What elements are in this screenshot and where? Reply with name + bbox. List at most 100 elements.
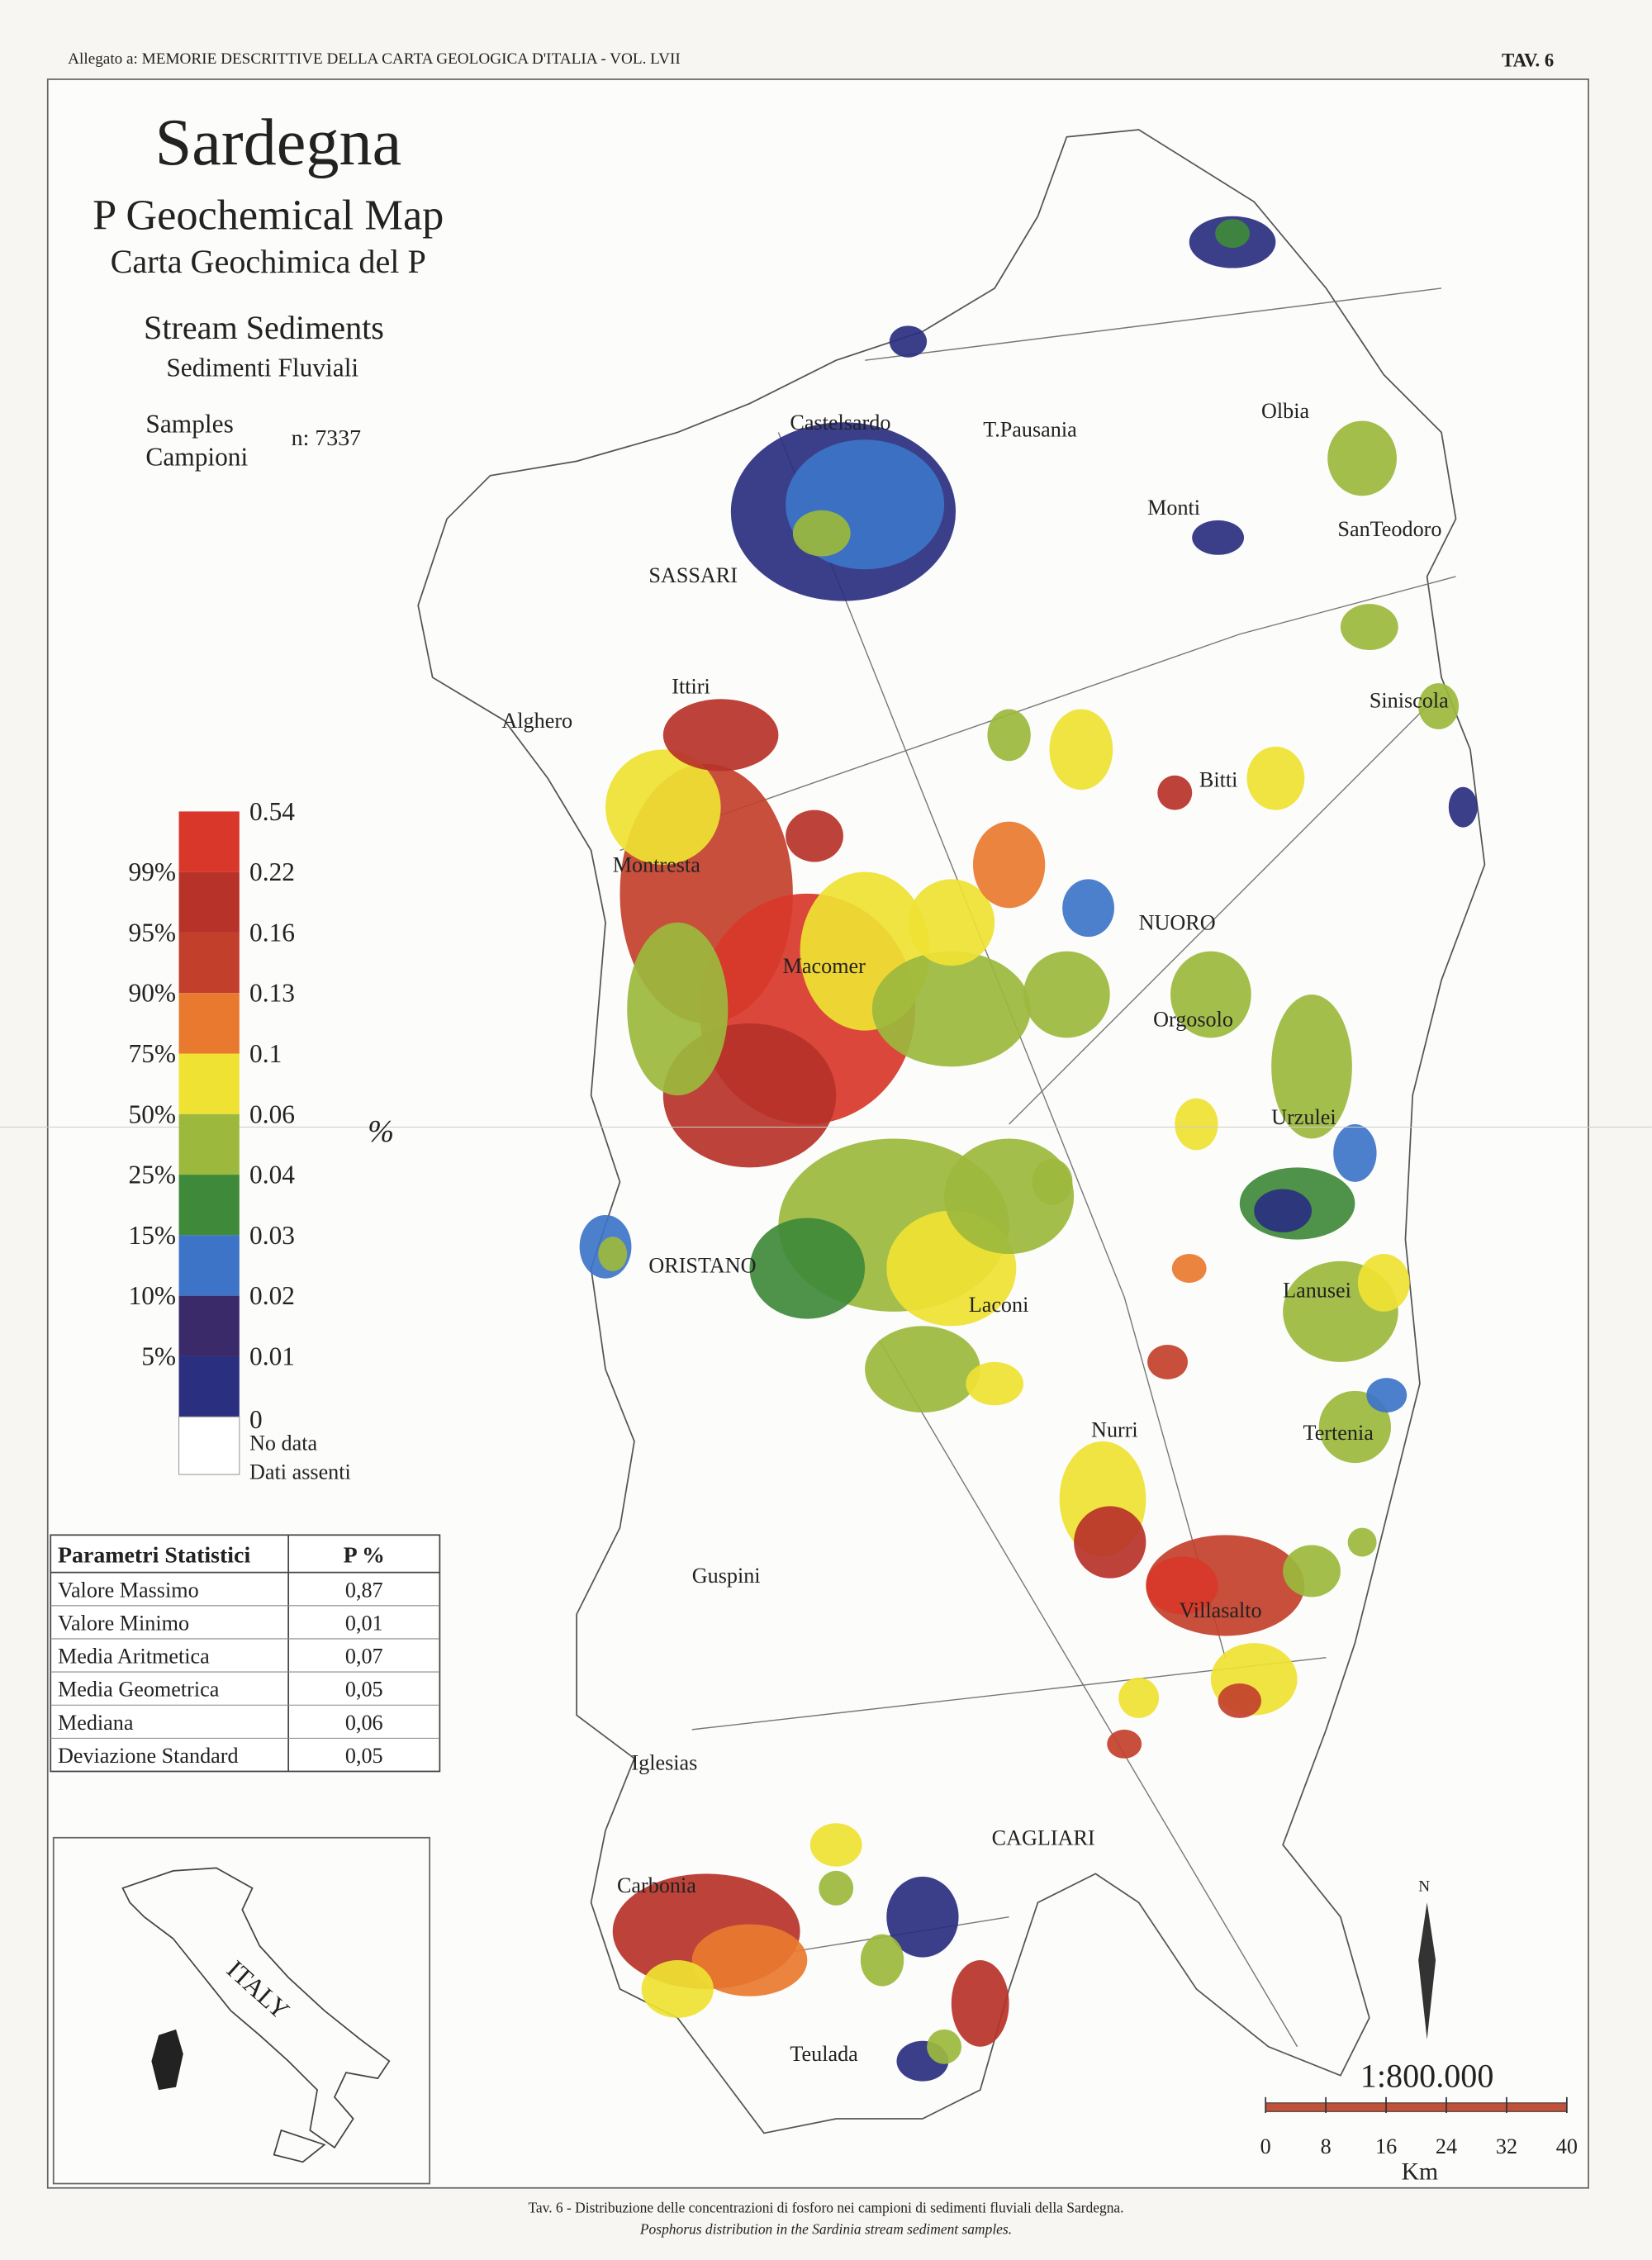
place-label: Carbonia bbox=[617, 1873, 696, 1897]
place-label: T.Pausania bbox=[983, 418, 1077, 442]
subtitle-it: Carta Geochimica del P bbox=[111, 243, 426, 280]
table-label: Mediana bbox=[58, 1711, 134, 1735]
legend-swatch bbox=[178, 871, 240, 933]
concentration-area bbox=[1147, 1344, 1188, 1379]
concentration-area bbox=[1283, 1545, 1341, 1598]
legend-unit: % bbox=[368, 1114, 394, 1149]
place-label: Lanusei bbox=[1283, 1278, 1351, 1302]
legend-value: 0.02 bbox=[249, 1281, 295, 1310]
concentration-area bbox=[598, 1237, 628, 1271]
place-label: Monti bbox=[1147, 496, 1200, 520]
concentration-area bbox=[1347, 1527, 1377, 1557]
concentration-area bbox=[1170, 951, 1251, 1038]
fault bbox=[777, 432, 1227, 1658]
place-label: CAGLIARI bbox=[992, 1826, 1095, 1849]
place-label: SanTeodoro bbox=[1337, 517, 1441, 541]
concentration-area bbox=[966, 1361, 1024, 1406]
legend-nodata-it: Dati assenti bbox=[249, 1460, 351, 1484]
legend-value: 0.13 bbox=[249, 979, 295, 1008]
stats-table: Parametri Statistici P % Valore Massimo 0,8… bbox=[50, 1534, 441, 1773]
place-label: Nurri bbox=[1091, 1418, 1138, 1442]
legend-percentile: 50% bbox=[129, 1099, 177, 1128]
concentration-area bbox=[627, 922, 729, 1096]
fault bbox=[620, 576, 1456, 852]
legend-value: 0.16 bbox=[249, 918, 295, 947]
legend-percentile: 90% bbox=[129, 979, 177, 1008]
scale-tick-label: 8 bbox=[1321, 2134, 1332, 2158]
legend-percentile: 25% bbox=[129, 1161, 177, 1189]
concentration-area bbox=[1074, 1506, 1146, 1579]
place-label: Orgosolo bbox=[1153, 1007, 1233, 1031]
place-label: NUORO bbox=[1139, 910, 1216, 934]
table-header: P % bbox=[344, 1542, 385, 1568]
concentration-area bbox=[1157, 775, 1193, 810]
table-value: 0,05 bbox=[345, 1744, 383, 1768]
table-value: 0,01 bbox=[345, 1611, 383, 1635]
sardinia-inset bbox=[151, 2029, 183, 2091]
fault bbox=[865, 287, 1442, 361]
concentration-area bbox=[1171, 1254, 1207, 1283]
legend-swatch bbox=[178, 1175, 240, 1236]
table-label: Media Aritmetica bbox=[58, 1645, 210, 1669]
concentration-area bbox=[1146, 1556, 1218, 1615]
legend-swatch bbox=[178, 1356, 240, 1417]
scale-unit: Km bbox=[1402, 2158, 1438, 2185]
inset-frame bbox=[52, 1836, 431, 2185]
scale-bar: 0 8 16 24 32 40 bbox=[1260, 2096, 1578, 2158]
table-value: 0,05 bbox=[345, 1678, 383, 1702]
concentration-area bbox=[792, 510, 851, 557]
concentration-area bbox=[1318, 1390, 1391, 1464]
concentration-area bbox=[1192, 520, 1245, 555]
concentration-area bbox=[889, 325, 928, 358]
concentration-area bbox=[1107, 1729, 1142, 1759]
concentration-area bbox=[1062, 879, 1114, 938]
concentration-area bbox=[819, 1870, 854, 1906]
caption-en: Posphorus distribution in the Sardinia s… bbox=[639, 2221, 1012, 2238]
legend-percentile: 75% bbox=[129, 1039, 177, 1068]
scale-tick-label: 0 bbox=[1260, 2134, 1271, 2158]
place-label: Macomer bbox=[783, 954, 866, 978]
legend-value: 0.22 bbox=[249, 857, 295, 886]
concentration-area bbox=[1254, 1189, 1313, 1232]
concentration-area bbox=[1023, 951, 1110, 1038]
legend-value: 0.03 bbox=[249, 1221, 295, 1250]
legend-nodata: No data bbox=[249, 1431, 317, 1455]
subtitle-en: P Geochemical Map bbox=[93, 191, 444, 239]
legend-value: 0.06 bbox=[249, 1099, 295, 1128]
north-label: N bbox=[1418, 1878, 1430, 1895]
legend-value: 0 bbox=[249, 1405, 263, 1434]
scale-tick-label: 32 bbox=[1496, 2134, 1517, 2158]
legend-swatch bbox=[178, 1295, 240, 1356]
place-label: Bitti bbox=[1199, 768, 1238, 792]
legend-percentile: 99% bbox=[129, 857, 177, 886]
concentration-area bbox=[1271, 994, 1352, 1139]
concentration-area bbox=[1357, 1254, 1410, 1312]
concentration-area bbox=[860, 1934, 904, 1987]
place-label: ORISTANO bbox=[648, 1254, 756, 1278]
legend-percentile: 95% bbox=[129, 918, 177, 947]
legend-value: 0.54 bbox=[249, 797, 295, 826]
legend-nodata-swatch bbox=[178, 1416, 240, 1475]
concentration-area bbox=[809, 1823, 862, 1867]
table-border bbox=[50, 1534, 441, 1773]
legend-percentile: 5% bbox=[141, 1341, 176, 1370]
place-label: Teulada bbox=[790, 2042, 858, 2066]
concentration-area bbox=[1327, 420, 1397, 496]
header-left: Allegato a: MEMORIE DESCRITTIVE DELLA CA… bbox=[68, 50, 681, 68]
legend-value: 0.04 bbox=[249, 1161, 295, 1189]
concentration-area bbox=[1246, 746, 1305, 810]
place-label: Alghero bbox=[501, 709, 572, 733]
scale-bar-body bbox=[1265, 2102, 1568, 2112]
samples-n: n: 7337 bbox=[292, 425, 362, 451]
island-outline bbox=[417, 129, 1486, 2134]
concentration-area bbox=[1340, 604, 1398, 650]
scale-tick-label: 24 bbox=[1436, 2134, 1457, 2158]
table-label: Deviazione Standard bbox=[58, 1744, 239, 1768]
concentration-area bbox=[662, 699, 779, 772]
concentration-area bbox=[1218, 1683, 1261, 1718]
table-value: 0,07 bbox=[345, 1645, 383, 1669]
concentration-area bbox=[1333, 1124, 1377, 1182]
